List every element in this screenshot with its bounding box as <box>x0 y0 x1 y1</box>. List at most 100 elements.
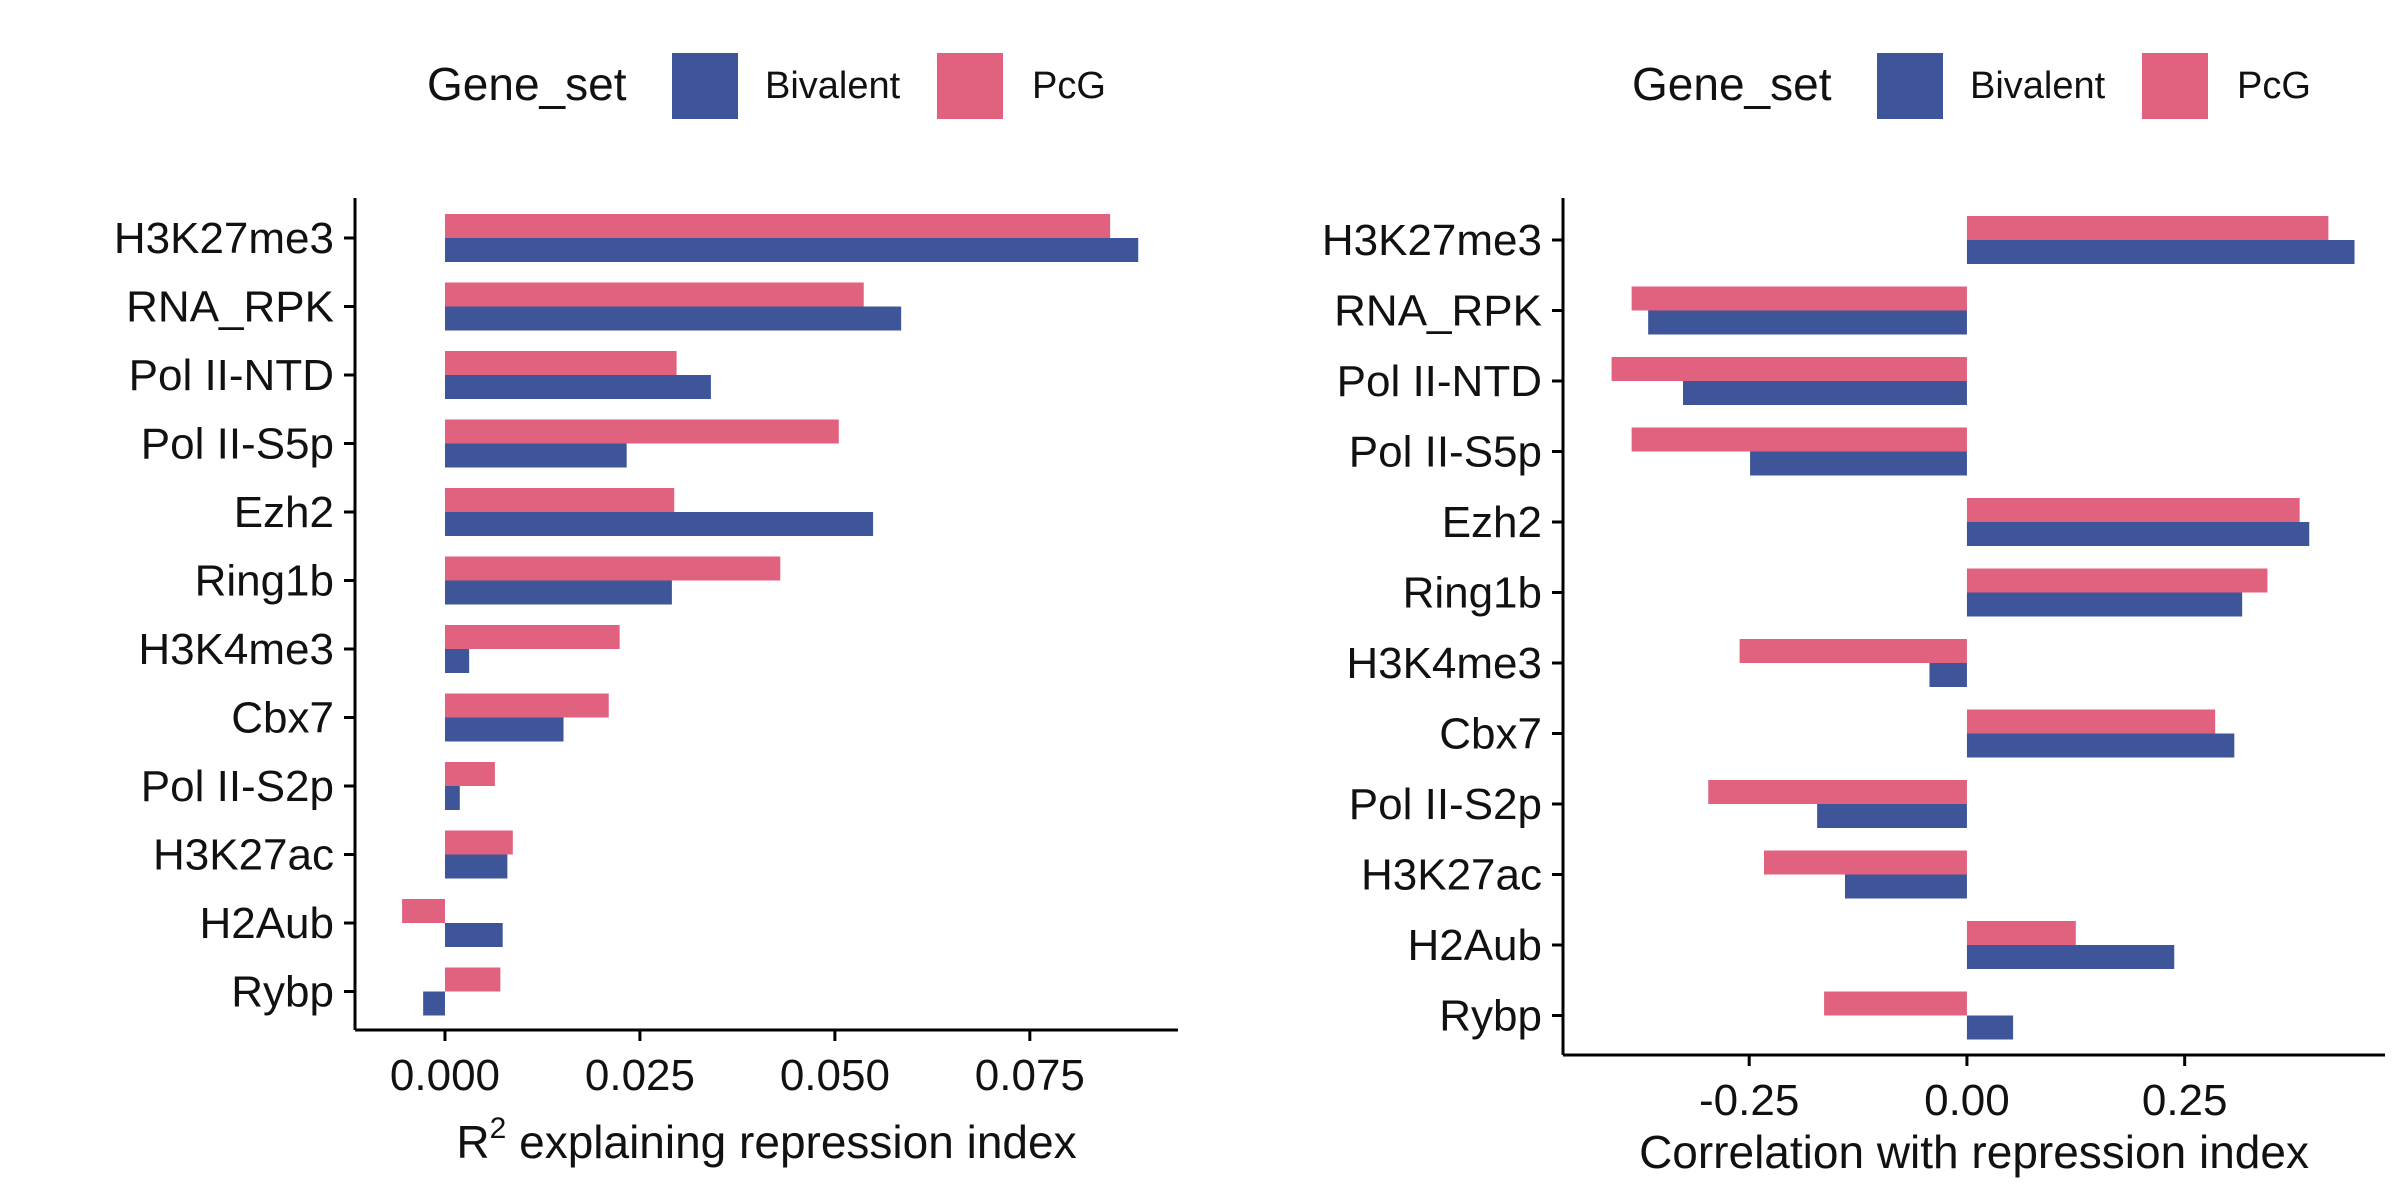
bar-bivalent <box>1648 310 1967 335</box>
bar-bivalent <box>444 580 672 605</box>
x-axis-title-rest: explaining repression index <box>506 1116 1076 1168</box>
y-tick-label: Cbx7 <box>231 694 334 743</box>
bar-pcg <box>444 488 675 512</box>
y-tick-label: Rybp <box>1439 992 1542 1041</box>
bar-bivalent <box>444 649 470 673</box>
bar-bivalent <box>423 991 445 1016</box>
y-tick-label: H3K4me3 <box>1346 639 1542 688</box>
bar-bivalent <box>1966 945 2175 969</box>
x-tick-label: 0.025 <box>585 1051 695 1100</box>
bar-pcg <box>1966 921 2076 945</box>
y-tick-label: Cbx7 <box>1439 710 1542 759</box>
bar-bivalent <box>1817 804 1967 828</box>
legend-swatch-pcg <box>937 53 1003 119</box>
bar-pcg <box>444 967 501 992</box>
bar-bivalent <box>444 786 460 810</box>
y-tick-label: H3K27me3 <box>114 214 334 263</box>
bar-pcg <box>444 625 620 649</box>
x-tick-label: 0.25 <box>2142 1076 2228 1125</box>
legend-title: Gene_set <box>1632 58 1832 110</box>
bar-pcg <box>444 693 609 718</box>
bar-bivalent <box>444 923 503 947</box>
bar-pcg <box>1966 216 2329 240</box>
bar-pcg <box>1739 639 1967 663</box>
x-tick-label: 0.050 <box>780 1051 890 1100</box>
y-tick-label: RNA_RPK <box>126 283 334 332</box>
y-tick-label: H3K27ac <box>1361 851 1542 900</box>
legend: Gene_set Bivalent PcG <box>1632 53 2311 119</box>
x-axis-title-superscript: 2 <box>490 1112 507 1145</box>
bar-pcg <box>1824 991 1967 1016</box>
bar-bivalent <box>444 375 711 399</box>
legend-swatch-pcg <box>2142 53 2208 119</box>
legend-swatch-bivalent <box>1877 53 1943 119</box>
y-tick-label: Rybp <box>231 968 334 1017</box>
y-tick-label: H2Aub <box>1407 921 1542 970</box>
x-axis-title-main: Correlation with repression index <box>1639 1126 2309 1178</box>
x-tick-label: -0.25 <box>1699 1076 1799 1125</box>
bar-pcg <box>444 762 495 786</box>
y-tick-label: Pol II-NTD <box>1337 357 1542 406</box>
bar-bivalent <box>1750 451 1967 476</box>
y-tick-label: Ezh2 <box>234 488 334 537</box>
x-axis-title: R2 explaining repression index <box>456 1112 1076 1168</box>
bar-pcg <box>444 282 864 307</box>
correlation-bar-chart: Gene_set Bivalent PcG H3K27me3 RNA_RPK Pol II… <box>1322 53 2385 1178</box>
bar-pcg <box>444 830 513 855</box>
y-tick-label: Pol II-NTD <box>129 351 334 400</box>
legend-label-bivalent: Bivalent <box>765 65 901 107</box>
bar-pcg <box>444 556 781 581</box>
y-tick-label: Ring1b <box>195 557 334 606</box>
bar-bivalent <box>444 512 874 536</box>
bar-bivalent <box>444 238 1139 262</box>
bar-bivalent <box>1683 381 1967 405</box>
bar-pcg <box>1611 357 1967 381</box>
bar-bivalent <box>1845 874 1967 899</box>
legend: Gene_set Bivalent PcG <box>427 53 1106 119</box>
y-tick-label: H3K27ac <box>153 831 334 880</box>
bar-bivalent <box>1966 733 2235 758</box>
bar-pcg <box>1966 498 2300 522</box>
r2-bar-chart: Gene_set Bivalent PcG H3K27me3 RNA_RPK Pol II… <box>114 53 1178 1168</box>
bar-pcg <box>1966 709 2216 734</box>
x-tick-label: 0.000 <box>390 1051 500 1100</box>
bar-pcg <box>1966 568 2268 593</box>
y-tick-label: Pol II-S2p <box>141 762 334 811</box>
bar-bivalent <box>444 717 564 742</box>
legend-label-pcg: PcG <box>1032 65 1106 107</box>
x-axis-title-main: R <box>456 1116 489 1168</box>
bar-bivalent <box>444 306 902 331</box>
bar-bivalent <box>444 443 627 468</box>
bar-pcg <box>1631 427 1967 452</box>
bar-pcg <box>1631 286 1967 311</box>
bar-bivalent <box>1929 663 1967 687</box>
legend-title: Gene_set <box>427 58 627 110</box>
x-tick-label: 0.075 <box>975 1051 1085 1100</box>
y-tick-label: H3K4me3 <box>138 625 334 674</box>
y-tick-label: H3K27me3 <box>1322 216 1542 265</box>
bar-pcg <box>444 214 1111 238</box>
legend-label-bivalent: Bivalent <box>1970 65 2106 107</box>
bar-bivalent <box>1966 240 2355 264</box>
bar-pcg <box>1764 850 1967 875</box>
y-tick-label: H2Aub <box>199 899 334 948</box>
y-tick-label: Ring1b <box>1403 569 1542 618</box>
y-tick-label: Pol II-S5p <box>1349 428 1542 477</box>
bar-pcg <box>402 899 445 923</box>
bar-pcg <box>1708 780 1967 804</box>
legend-swatch-bivalent <box>672 53 738 119</box>
x-axis-title: Correlation with repression index <box>1639 1126 2309 1178</box>
x-tick-label: 0.00 <box>1924 1076 2010 1125</box>
bar-bivalent <box>444 854 508 879</box>
y-tick-label: Pol II-S2p <box>1349 780 1542 829</box>
y-tick-label: Pol II-S5p <box>141 420 334 469</box>
legend-label-pcg: PcG <box>2237 65 2311 107</box>
y-tick-label: Ezh2 <box>1442 498 1542 547</box>
bar-pcg <box>444 351 677 375</box>
bar-pcg <box>444 419 839 444</box>
y-tick-label: RNA_RPK <box>1334 287 1542 336</box>
bar-bivalent <box>1966 1015 2014 1040</box>
bar-bivalent <box>1966 592 2243 617</box>
bar-bivalent <box>1966 522 2310 546</box>
